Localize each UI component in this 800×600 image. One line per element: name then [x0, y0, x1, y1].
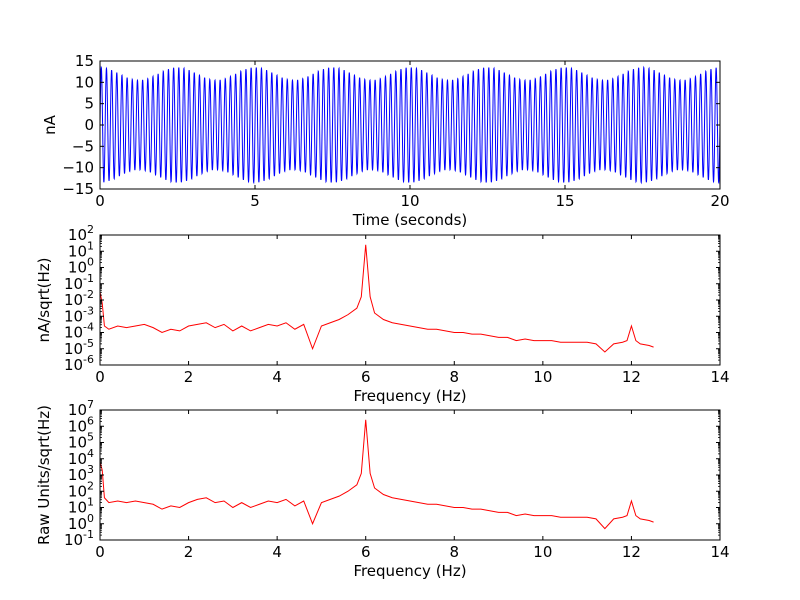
y-tick-exponent: 1 [87, 496, 94, 509]
y-tick-label: 10 [75, 73, 94, 91]
y-tick-exponent: 1 [87, 239, 94, 252]
y-tick-label: 10-1 [64, 272, 94, 293]
psd_raw-y-axis-label: Raw Units/sqrt(Hz) [35, 405, 53, 545]
y-tick-exponent: 0 [87, 256, 94, 269]
y-tick-exponent: -1 [83, 528, 94, 541]
y-tick-label: 104 [68, 447, 94, 468]
x-tick-label: 12 [622, 543, 641, 561]
x-tick-label: 10 [533, 368, 552, 386]
y-tick-exponent: 2 [87, 479, 94, 492]
y-tick-label: 101 [68, 239, 94, 260]
x-tick-label: 6 [361, 368, 371, 386]
y-tick-exponent: 3 [87, 463, 94, 476]
psd_na-x-axis-label: Frequency (Hz) [353, 387, 466, 405]
y-tick-exponent: 5 [87, 431, 94, 444]
y-tick-label: 102 [68, 479, 94, 500]
x-tick-label: 20 [710, 192, 729, 210]
x-tick-label: 14 [710, 368, 729, 386]
y-tick-label: 106 [68, 414, 94, 435]
y-tick-label: 105 [68, 431, 94, 452]
x-tick-label: 4 [272, 368, 282, 386]
x-tick-label: 0 [95, 192, 105, 210]
y-tick-label: 10-5 [64, 337, 94, 358]
y-tick-base: 10 [64, 324, 83, 342]
y-tick-label: 0 [84, 116, 94, 134]
y-tick-exponent: 0 [87, 512, 94, 525]
y-tick-label: −5 [72, 137, 94, 155]
x-tick-label: 10 [400, 192, 419, 210]
y-tick-base: 10 [68, 434, 87, 452]
x-tick-label: 14 [710, 543, 729, 561]
y-tick-base: 10 [68, 417, 87, 435]
y-tick-exponent: -2 [83, 288, 94, 301]
y-tick-base: 10 [68, 242, 87, 260]
y-tick-base: 10 [64, 291, 83, 309]
psd_raw-x-axis-label: Frequency (Hz) [353, 562, 466, 580]
y-tick-base: 10 [64, 356, 83, 374]
x-tick-label: 2 [184, 543, 194, 561]
x-tick-label: 4 [272, 543, 282, 561]
y-tick-label: 101 [68, 496, 94, 517]
y-tick-base: 10 [64, 340, 83, 358]
y-tick-label: 107 [68, 398, 94, 419]
x-tick-label: 5 [250, 192, 260, 210]
y-tick-base: 10 [68, 226, 87, 244]
x-tick-label: 6 [361, 543, 371, 561]
y-tick-base: 10 [64, 275, 83, 293]
y-tick-exponent: -1 [83, 272, 94, 285]
y-tick-label: −10 [62, 159, 94, 177]
y-tick-label: 10-1 [64, 528, 94, 549]
y-tick-label: 103 [68, 463, 94, 484]
y-tick-base: 10 [68, 259, 87, 277]
y-tick-label: 10-3 [64, 304, 94, 325]
y-tick-label: 10-4 [64, 321, 94, 342]
y-tick-label: 15 [75, 52, 94, 70]
y-tick-label: −15 [62, 180, 94, 198]
y-tick-exponent: -6 [83, 353, 94, 366]
y-tick-base: 10 [68, 450, 87, 468]
y-tick-base: 10 [64, 307, 83, 325]
time-series-line [100, 65, 720, 185]
x-tick-label: 15 [555, 192, 574, 210]
y-tick-label: 100 [68, 512, 94, 533]
time-y-axis-label: nA [41, 114, 59, 135]
y-tick-base: 10 [68, 482, 87, 500]
y-tick-label: 100 [68, 256, 94, 277]
psd_na-series-line [100, 244, 654, 353]
y-tick-label: 5 [84, 95, 94, 113]
y-tick-exponent: 7 [87, 398, 94, 411]
y-tick-exponent: 4 [87, 447, 94, 460]
y-tick-label: 102 [68, 223, 94, 244]
y-tick-base: 10 [64, 531, 83, 549]
y-tick-exponent: 2 [87, 223, 94, 236]
y-tick-exponent: -3 [83, 304, 94, 317]
x-tick-label: 12 [622, 368, 641, 386]
y-tick-exponent: 6 [87, 414, 94, 427]
y-tick-label: 10-6 [64, 353, 94, 374]
psd-na-plot: 0 2 4 6 8 10 12 1410-610-510-410-310-210-110010… [35, 223, 730, 405]
y-tick-base: 10 [68, 466, 87, 484]
y-tick-exponent: -4 [83, 321, 94, 334]
x-tick-label: 8 [450, 368, 460, 386]
psd_raw-series-line [100, 419, 654, 530]
y-tick-label: 10-2 [64, 288, 94, 309]
psd-raw-plot: 0 2 4 6 8 10 12 1410-1100101102103104105106107F… [35, 398, 730, 580]
y-tick-base: 10 [68, 499, 87, 517]
x-tick-label: 0 [95, 543, 105, 561]
x-tick-label: 2 [184, 368, 194, 386]
x-tick-label: 0 [95, 368, 105, 386]
y-tick-base: 10 [68, 401, 87, 419]
x-tick-label: 10 [533, 543, 552, 561]
time-series-plot: 0 5 10 15 20 −15 −10 −5 0 5 10 15 Time (seconds) nA [41, 52, 730, 229]
time-x-axis-label: Time (seconds) [352, 211, 468, 229]
psd_na-y-axis-label: nA/sqrt(Hz) [35, 257, 53, 342]
y-tick-base: 10 [68, 515, 87, 533]
x-tick-label: 8 [450, 543, 460, 561]
y-tick-exponent: -5 [83, 337, 94, 350]
